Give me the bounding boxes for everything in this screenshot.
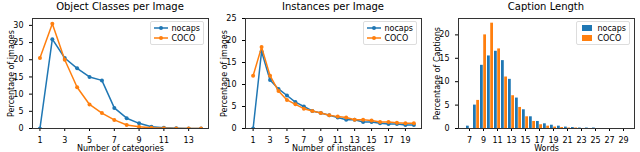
svg-text:5: 5 (284, 136, 289, 145)
svg-text:5: 5 (231, 102, 236, 111)
svg-text:7: 7 (301, 136, 307, 146)
html-text:17 19: 17 19 (534, 136, 559, 146)
html-text:Object Classes per Image: Object Classes per Image (56, 1, 184, 12)
svg-text:9: 9 (318, 136, 324, 146)
svg-text:Words: Words (534, 144, 559, 152)
svg-text:Percentage of images: Percentage of images (220, 30, 229, 117)
svg-text:15: 15 (226, 58, 237, 68)
svg-text:30: 30 (13, 21, 23, 30)
svg-text:1: 1 (251, 136, 256, 145)
svg-text:29: 29 (618, 136, 628, 145)
svg-text:0: 0 (444, 124, 449, 133)
html-text:nocaps: nocaps (171, 23, 200, 33)
html-text:COCO: COCO (597, 33, 622, 43)
svg-text:23: 23 (576, 136, 586, 145)
svg-text:1: 1 (37, 136, 42, 145)
svg-text:15: 15 (366, 136, 377, 146)
svg-text:17: 17 (383, 136, 393, 145)
svg-text:11: 11 (492, 136, 502, 145)
svg-text:3: 3 (267, 136, 272, 145)
svg-text:0: 0 (18, 124, 23, 133)
svg-text:19: 19 (400, 136, 410, 145)
svg-text:10: 10 (226, 80, 237, 90)
svg-text:20: 20 (439, 30, 450, 40)
svg-text:9: 9 (136, 136, 142, 146)
svg-text:3: 3 (62, 136, 67, 145)
html-text:COCO: COCO (384, 33, 409, 43)
svg-text:10: 10 (439, 77, 450, 87)
svg-text:25: 25 (590, 136, 600, 145)
html-text:Caption Length: Caption Length (507, 1, 585, 12)
svg-text:7: 7 (467, 136, 472, 145)
svg-text:13: 13 (506, 136, 516, 145)
svg-text:5: 5 (18, 107, 23, 116)
svg-text:21: 21 (562, 136, 572, 145)
html-text:Instances per Image: Instances per Image (282, 1, 384, 12)
svg-text:11: 11 (332, 136, 343, 146)
svg-text:15: 15 (439, 53, 450, 63)
html-text:COCO: COCO (171, 33, 196, 43)
svg-text:15: 15 (520, 136, 530, 145)
svg-text:20: 20 (13, 55, 24, 65)
html-text:nocaps: nocaps (384, 23, 413, 33)
svg-text:7: 7 (111, 136, 117, 146)
svg-text:25: 25 (226, 14, 236, 23)
svg-text:25: 25 (13, 38, 24, 48)
svg-text:13: 13 (184, 136, 194, 145)
svg-text:Number of categories: Number of categories (77, 144, 164, 152)
svg-text:15: 15 (13, 72, 24, 82)
svg-text:9: 9 (481, 136, 486, 145)
svg-text:Percentage of images: Percentage of images (7, 30, 16, 117)
svg-text:11: 11 (158, 136, 169, 146)
svg-text:5: 5 (87, 136, 93, 146)
svg-text:Percentage of Captions: Percentage of Captions (433, 27, 442, 120)
svg-text:13: 13 (349, 136, 360, 146)
html-text:nocaps: nocaps (597, 23, 626, 33)
svg-text:Number of instances: Number of instances (292, 144, 375, 152)
svg-text:20: 20 (226, 36, 237, 46)
svg-text:27: 27 (604, 136, 614, 145)
svg-text:5: 5 (444, 101, 449, 110)
svg-text:0: 0 (231, 124, 236, 133)
svg-text:10: 10 (13, 89, 24, 99)
